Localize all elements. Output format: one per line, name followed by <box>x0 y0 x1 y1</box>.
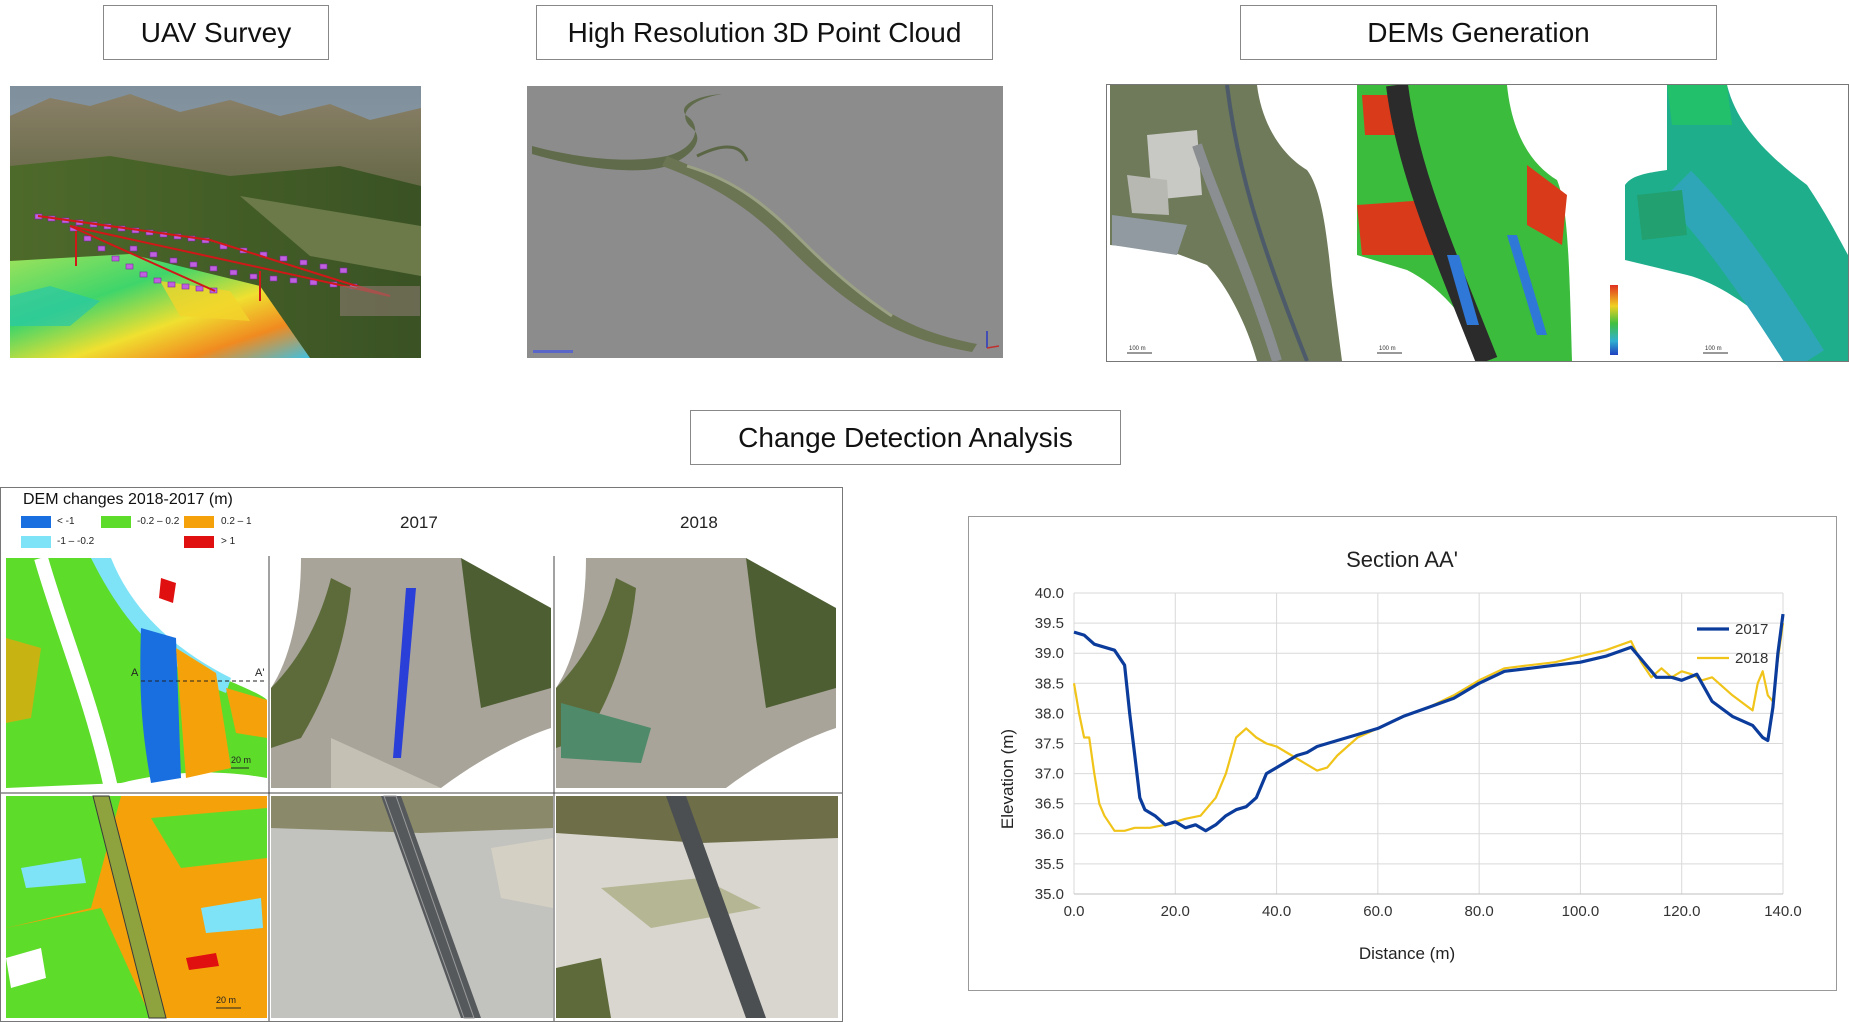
y-tick-label: 39.5 <box>1035 615 1064 632</box>
uav-survey-title-text: UAV Survey <box>140 16 292 48</box>
series-line-2017 <box>1073 613 1785 833</box>
section-label-a: A <box>131 667 139 679</box>
x-tick-label: 20.0 <box>1161 903 1190 920</box>
dems-panel: 100 m 100 m 100 m <box>1106 84 1849 362</box>
scale-label-bottom: 20 m <box>216 995 236 1005</box>
chart-title: Section AA' <box>1346 547 1458 572</box>
x-tick-label: 120.0 <box>1663 903 1701 920</box>
dem-scale-2: 100 m <box>1379 346 1396 352</box>
section-chart: Section AA' Distance (m) Elevation (m) 3… <box>998 547 1802 963</box>
y-tick-label: 37.0 <box>1035 766 1064 783</box>
section-label-a2: A' <box>255 667 264 679</box>
x-tick-label: 0.0 <box>1064 903 1085 920</box>
y-tick-label: 39.0 <box>1035 645 1064 662</box>
uav-terrain-render <box>10 86 421 358</box>
x-tick-label: 80.0 <box>1465 903 1494 920</box>
legend-label-stable: -0.2 – 0.2 <box>137 516 180 527</box>
point-cloud-title: High Resolution 3D Point Cloud <box>536 5 993 60</box>
legend-label-loss-small: -1 – -0.2 <box>57 536 95 547</box>
y-axis-label: Elevation (m) <box>998 729 1017 829</box>
legend-label-2018: 2018 <box>1735 650 1768 667</box>
column-2018: 2018 <box>680 513 718 532</box>
section-chart-frame: Section AA' Distance (m) Elevation (m) 3… <box>968 516 1837 991</box>
change-detection-title: Change Detection Analysis <box>690 410 1121 465</box>
scale-label-top: 20 m <box>231 755 251 765</box>
legend-label-gain-small: 0.2 – 1 <box>221 516 252 527</box>
legend-swatch-gain-small <box>184 516 214 528</box>
chart-grid <box>1073 592 1784 895</box>
legend-label-2017: 2017 <box>1735 621 1768 638</box>
y-tick-label: 35.5 <box>1035 856 1064 873</box>
column-2017: 2017 <box>400 513 438 532</box>
y-tick-label: 38.0 <box>1035 705 1064 722</box>
y-tick-label: 40.0 <box>1035 585 1064 602</box>
chart-ticks: 35.0 35.5 36.0 36.5 37.0 37.5 38.0 38.5 39.0 39.5… <box>1035 585 1802 920</box>
series-line-2018 <box>1072 622 1785 832</box>
uav-survey-image <box>10 86 421 358</box>
legend-title: DEM changes 2018-2017 (m) <box>23 491 233 508</box>
point-cloud-render <box>527 86 1003 358</box>
y-tick-label: 35.0 <box>1035 886 1064 903</box>
chart-legend: 2017 2018 <box>1697 621 1768 667</box>
x-tick-label: 140.0 <box>1764 903 1802 920</box>
x-tick-label: 40.0 <box>1262 903 1291 920</box>
dems-generation-title: DEMs Generation <box>1240 5 1717 60</box>
legend-label-gt-1: > 1 <box>221 536 236 547</box>
y-tick-label: 38.5 <box>1035 675 1064 692</box>
legend-swatch-lt-minus1 <box>21 516 51 528</box>
dems-generation-title-text: DEMs Generation <box>1367 16 1590 48</box>
dems-maps: 100 m 100 m 100 m <box>1110 85 1848 361</box>
x-tick-label: 60.0 <box>1363 903 1392 920</box>
point-cloud-image <box>527 86 1003 358</box>
point-cloud-title-text: High Resolution 3D Point Cloud <box>567 16 962 48</box>
legend-swatch-stable <box>101 516 131 528</box>
chart-series <box>1072 613 1785 833</box>
uav-survey-title: UAV Survey <box>103 5 329 60</box>
legend-swatch-loss-small <box>21 536 51 548</box>
x-tick-label: 100.0 <box>1562 903 1600 920</box>
y-tick-label: 36.0 <box>1035 826 1064 843</box>
y-tick-label: 36.5 <box>1035 796 1064 813</box>
dem-scale-1: 100 m <box>1129 346 1146 352</box>
change-detection-panel: DEM changes 2018-2017 (m) < -1 -0.2 – 0.… <box>0 487 843 1022</box>
change-detection-title-text: Change Detection Analysis <box>738 421 1073 453</box>
dem-scale-3: 100 m <box>1705 346 1722 352</box>
x-axis-label: Distance (m) <box>1359 944 1455 963</box>
change-maps: A A' 20 m 20 m <box>1 556 842 1021</box>
legend-swatch-gt-1 <box>184 536 214 548</box>
y-tick-label: 37.5 <box>1035 736 1064 753</box>
legend-label-lt-minus1: < -1 <box>57 516 75 527</box>
